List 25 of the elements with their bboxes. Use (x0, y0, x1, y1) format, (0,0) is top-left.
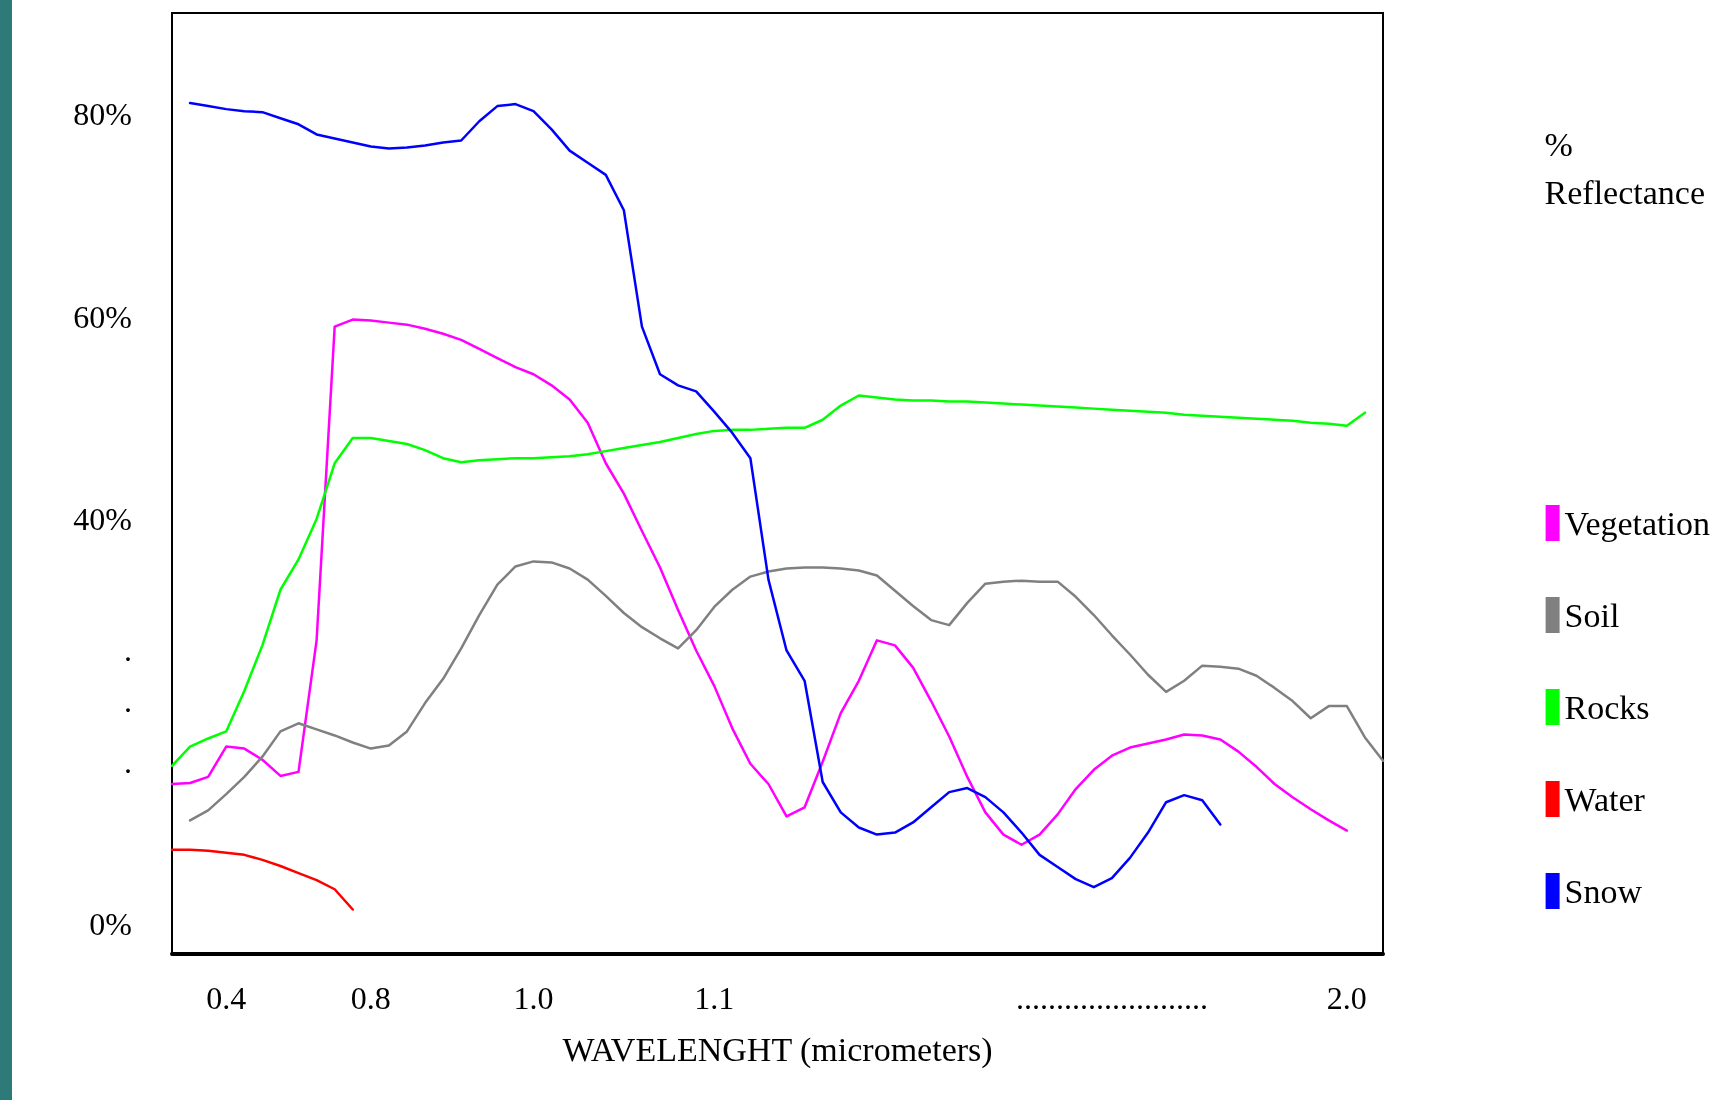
y-tick-label: . (124, 683, 132, 720)
line-series (170, 318, 1349, 846)
x-axis-title: WAVELENGHT (micrometers) (562, 1030, 993, 1069)
legend-label: Snow (1564, 872, 1643, 910)
y-tick-label: 0% (89, 905, 132, 942)
x-tick-label: 2.0 (1326, 980, 1367, 1016)
legend-label: Water (1564, 780, 1646, 818)
line-series (170, 848, 354, 911)
line-series (188, 560, 1385, 822)
x-tick-label: 0.8 (350, 980, 391, 1016)
x-tick-label: 1.0 (513, 980, 554, 1016)
line-series (188, 101, 1222, 889)
legend-label: Soil (1564, 596, 1620, 634)
x-tick-label: ........................ (1015, 980, 1208, 1016)
legend-label: Rocks (1564, 688, 1650, 726)
x-tick-label: 1.1 (694, 980, 735, 1016)
x-tick-label: 0.4 (206, 980, 247, 1016)
line-series (170, 394, 1367, 768)
y-tick-label: . (124, 743, 132, 780)
y-tick-label: 40% (73, 500, 132, 537)
legend-label: Vegetation (1564, 504, 1711, 542)
y-tick-label: 80% (73, 96, 132, 133)
y-tick-label: 60% (73, 298, 132, 335)
y-axis-title: % Reflectance (1544, 125, 1705, 211)
y-tick-label: . (124, 632, 132, 669)
